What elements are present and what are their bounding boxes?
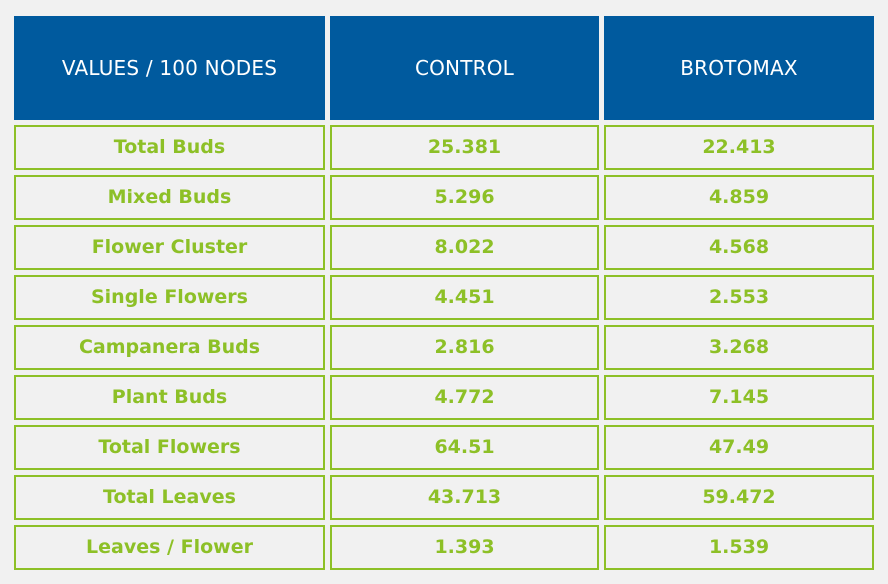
header-control: CONTROL (330, 16, 599, 120)
row-label: Total Flowers (14, 425, 325, 470)
row-label: Flower Cluster (14, 225, 325, 270)
control-value: 64.51 (330, 425, 599, 470)
control-value: 5.296 (330, 175, 599, 220)
control-value: 4.451 (330, 275, 599, 320)
header-values-per-100-nodes: VALUES / 100 NODES (14, 16, 325, 120)
table-row: Campanera Buds 2.816 3.268 (14, 325, 874, 370)
control-value: 1.393 (330, 525, 599, 570)
brotomax-value: 4.859 (604, 175, 874, 220)
control-value: 2.816 (330, 325, 599, 370)
comparison-table: VALUES / 100 NODES CONTROL BROTOMAX Tota… (14, 16, 874, 570)
control-value: 4.772 (330, 375, 599, 420)
brotomax-value: 59.472 (604, 475, 874, 520)
brotomax-value: 7.145 (604, 375, 874, 420)
table-row: Flower Cluster 8.022 4.568 (14, 225, 874, 270)
brotomax-value: 4.568 (604, 225, 874, 270)
row-label: Single Flowers (14, 275, 325, 320)
table-row: Mixed Buds 5.296 4.859 (14, 175, 874, 220)
brotomax-value: 2.553 (604, 275, 874, 320)
control-value: 25.381 (330, 125, 599, 170)
header-brotomax: BROTOMAX (604, 16, 874, 120)
brotomax-value: 22.413 (604, 125, 874, 170)
table-row: Total Leaves 43.713 59.472 (14, 475, 874, 520)
row-label: Campanera Buds (14, 325, 325, 370)
control-value: 43.713 (330, 475, 599, 520)
control-value: 8.022 (330, 225, 599, 270)
brotomax-value: 1.539 (604, 525, 874, 570)
row-label: Mixed Buds (14, 175, 325, 220)
table-row: Single Flowers 4.451 2.553 (14, 275, 874, 320)
brotomax-value: 3.268 (604, 325, 874, 370)
table-header-row: VALUES / 100 NODES CONTROL BROTOMAX (14, 16, 874, 120)
row-label: Total Leaves (14, 475, 325, 520)
row-label: Total Buds (14, 125, 325, 170)
table-body: Total Buds 25.381 22.413 Mixed Buds 5.29… (14, 125, 874, 570)
row-label: Leaves / Flower (14, 525, 325, 570)
table-row: Total Buds 25.381 22.413 (14, 125, 874, 170)
table-row: Total Flowers 64.51 47.49 (14, 425, 874, 470)
brotomax-value: 47.49 (604, 425, 874, 470)
table-row: Plant Buds 4.772 7.145 (14, 375, 874, 420)
table-row: Leaves / Flower 1.393 1.539 (14, 525, 874, 570)
row-label: Plant Buds (14, 375, 325, 420)
